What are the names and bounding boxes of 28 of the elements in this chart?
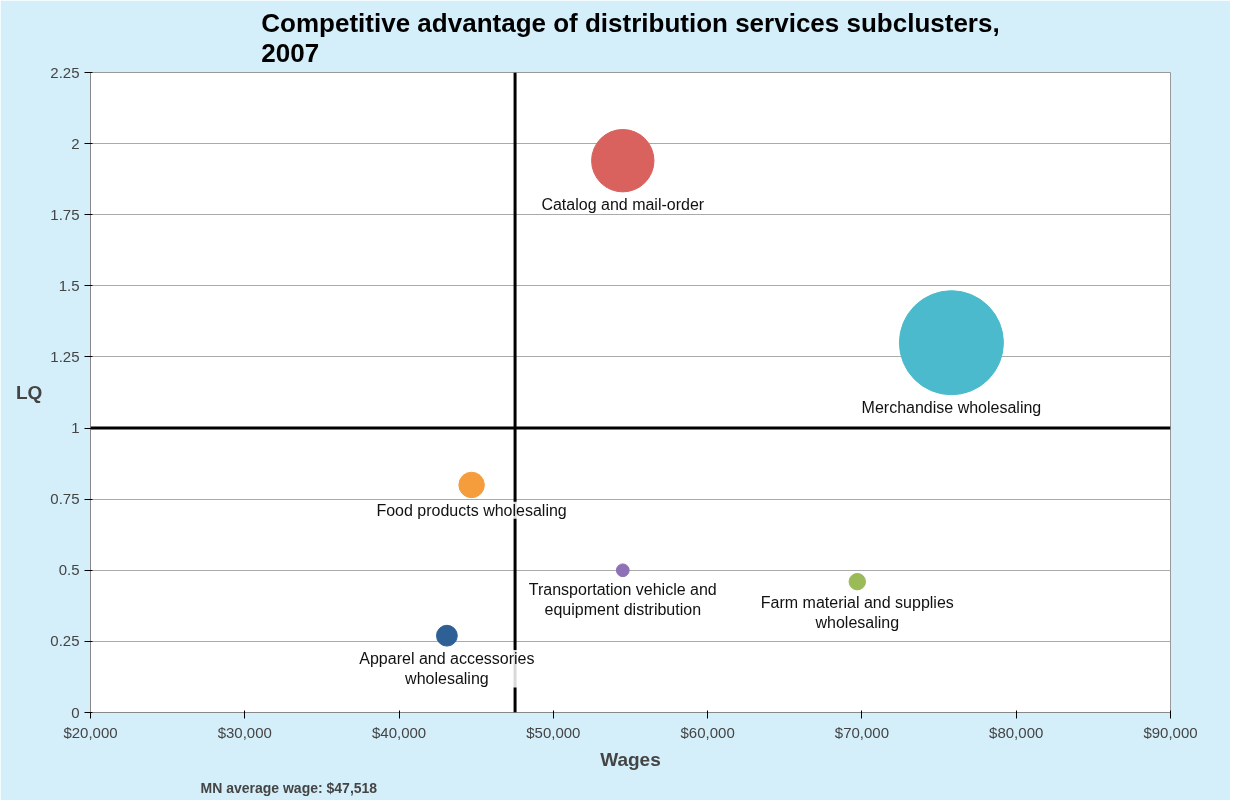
y-tick-label: 2 bbox=[71, 134, 80, 152]
x-tick-label: $20,000 bbox=[63, 723, 118, 741]
y-tick-label: 1.75 bbox=[50, 205, 80, 223]
x-tick-label: $90,000 bbox=[1143, 723, 1198, 741]
y-tick-label: 1 bbox=[71, 419, 80, 437]
series-label: Merchandise wholesaling bbox=[861, 398, 1042, 416]
series-label: Catalog and mail-order bbox=[541, 195, 705, 213]
y-tick-label: 1.25 bbox=[50, 347, 80, 365]
x-tick-label: $70,000 bbox=[834, 723, 890, 741]
y-tick-label: 1.5 bbox=[58, 276, 80, 294]
text: MN average wage: $47,518 bbox=[200, 779, 378, 796]
x-tick-label: $50,000 bbox=[526, 723, 581, 741]
x-tick-label: $80,000 bbox=[989, 723, 1044, 741]
y-tick-label: 0.5 bbox=[58, 561, 80, 579]
x-axis-title: Wages bbox=[600, 748, 661, 770]
x-tick-label: $40,000 bbox=[371, 723, 427, 741]
y-axis-title: LQ bbox=[15, 382, 43, 403]
series-label: Farm material and supplies wholesaling bbox=[760, 593, 954, 632]
x-tick-label: $30,000 bbox=[217, 723, 272, 741]
series-label: Apparel and accessories wholesaling bbox=[359, 650, 535, 688]
chart-title: Competitive advantage of distribution services subclusters, 2007 bbox=[261, 7, 1000, 68]
series-label: Transportation vehicle and equipment distribution bbox=[528, 580, 717, 619]
y-tick-label: 0.25 bbox=[50, 632, 80, 650]
series-label: Food products wholesaling bbox=[376, 501, 567, 519]
y-tick-label: 0 bbox=[71, 703, 80, 721]
y-tick-label: 0.75 bbox=[50, 490, 80, 508]
y-tick-label: 2.25 bbox=[50, 63, 80, 81]
x-tick-label: $60,000 bbox=[680, 723, 735, 741]
